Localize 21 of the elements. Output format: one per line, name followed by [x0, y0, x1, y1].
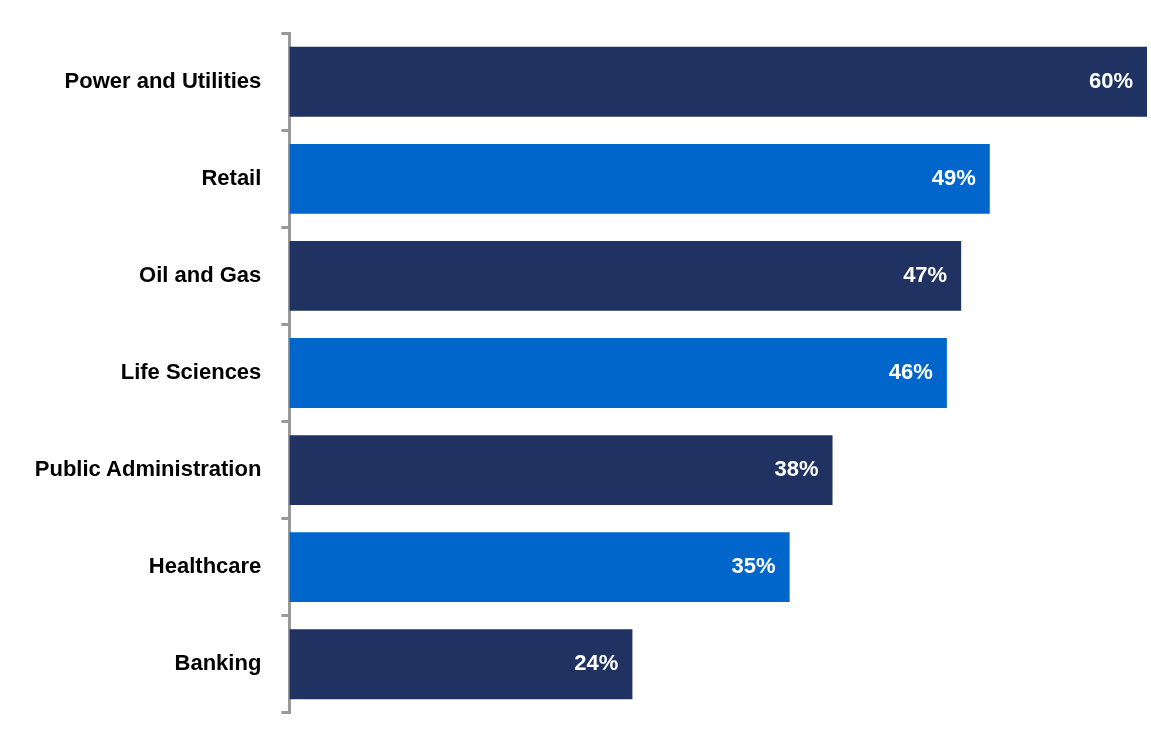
y-tick-label: Banking [174, 650, 262, 676]
y-tick-label: Public Administration [34, 456, 262, 482]
y-tick-label: Power and Utilities [64, 67, 262, 93]
bar [289, 629, 633, 700]
data-label: 24% [574, 650, 619, 676]
bar [289, 435, 833, 506]
data-label: 60% [1088, 67, 1133, 93]
bar [289, 240, 962, 311]
data-label: 47% [903, 261, 948, 287]
data-label: 49% [931, 164, 976, 190]
bar [289, 338, 947, 408]
data-label: 38% [774, 456, 819, 482]
bar [289, 532, 790, 603]
data-label: 35% [731, 553, 776, 579]
y-tick-label: Life Sciences [120, 359, 262, 385]
y-tick-label: Oil and Gas [139, 261, 262, 287]
bar [289, 46, 1147, 117]
bar [289, 143, 990, 214]
data-label: 46% [888, 359, 933, 385]
y-tick-label: Healthcare [148, 553, 262, 579]
y-tick-label: Retail [201, 164, 262, 190]
